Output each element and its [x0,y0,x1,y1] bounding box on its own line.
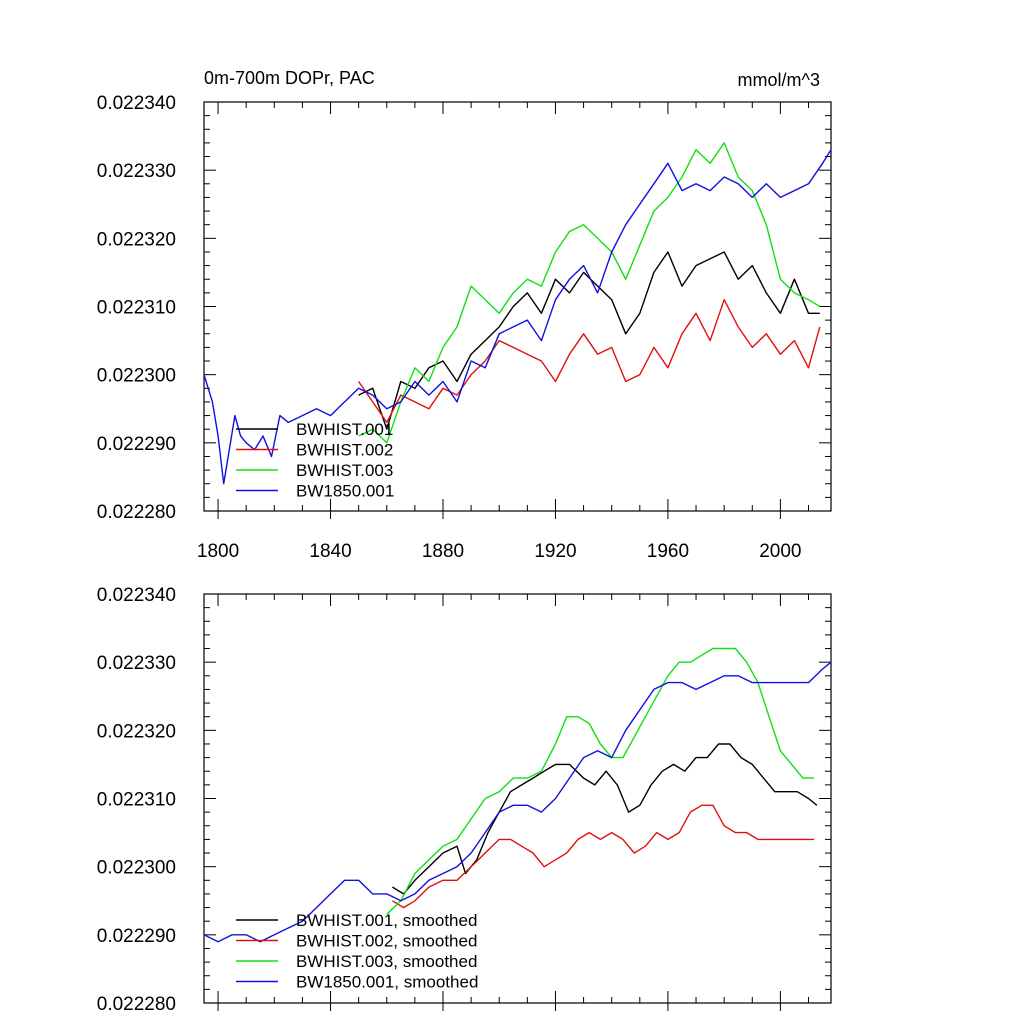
y-tick-label: 0.022310 [97,790,176,811]
y-tick-label: 0.022320 [97,721,176,742]
y-tick-label: 0.022340 [97,93,176,114]
y-tick-label: 0.022290 [97,926,176,947]
chart-top-panel: 0m-700m DOPr, PAC mmol/m^3 0.022280 0.022… [97,68,832,562]
legend-label: BW1850.001 [296,482,394,501]
y-tick-label: 0.022340 [97,585,176,606]
y-tick-label: 0.022330 [97,161,176,182]
x-tick-label: 1960 [647,541,689,562]
legend-label: BWHIST.003, smoothed [296,952,477,971]
y-tick-label: 0.022330 [97,653,176,674]
legend-label: BWHIST.002, smoothed [296,932,477,951]
legend-label: BWHIST.001 [296,420,393,439]
y-tick-label: 0.022290 [97,434,176,455]
y-tick-label: 0.022280 [97,502,176,523]
chart-bottom-panel: 0.022280 0.022290 0.022300 0.022310 0.022320… [97,585,832,1015]
x-tick-label: 2000 [759,541,801,562]
legend-label: BWHIST.001, smoothed [296,911,477,930]
chart-units: mmol/m^3 [738,70,820,90]
y-tick-label: 0.022320 [97,229,176,250]
x-tick-label: 1920 [534,541,576,562]
legend-label: BWHIST.002 [296,441,393,460]
chart-title: 0m-700m DOPr, PAC [204,68,375,88]
series-line [392,743,818,895]
series-line [203,661,832,943]
x-tick-label: 1840 [309,541,351,562]
y-tick-label: 0.022300 [97,858,176,879]
y-tick-label: 0.022280 [97,994,176,1015]
legend-label: BWHIST.003 [296,461,393,480]
legend-label: BW1850.001, smoothed [296,973,478,992]
x-tick-label: 1800 [197,541,239,562]
series-line [392,804,815,909]
series-line [203,149,832,485]
series-line [358,251,820,430]
y-tick-label: 0.022310 [97,298,176,319]
series-line [358,299,821,424]
series-line [386,647,815,915]
series-line [358,142,821,444]
y-tick-label: 0.022300 [97,366,176,387]
x-tick-label: 1880 [422,541,464,562]
